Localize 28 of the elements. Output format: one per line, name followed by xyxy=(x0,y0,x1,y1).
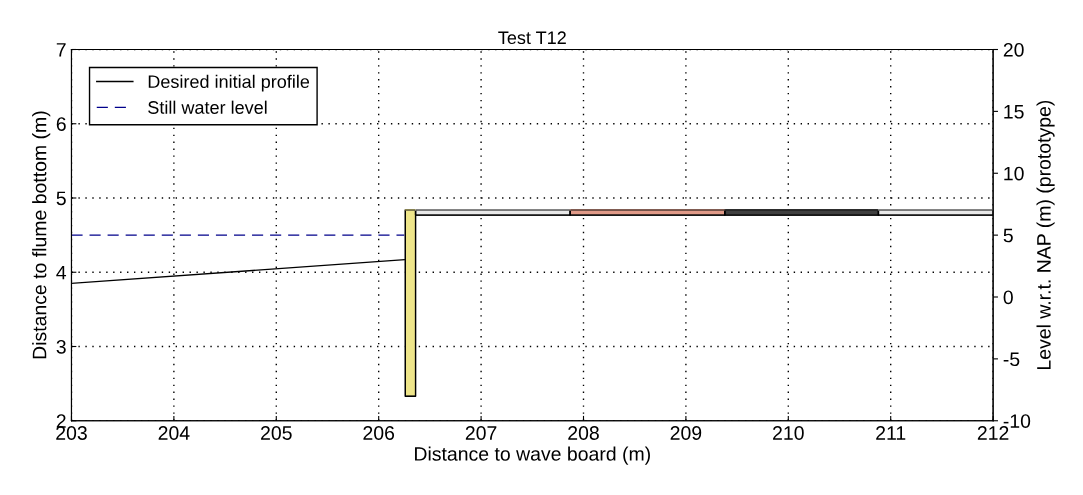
x-tick-label: 212 xyxy=(977,426,1009,440)
x-axis-title: Distance to wave board (m) xyxy=(415,446,650,465)
y-tick-label: 4 xyxy=(56,265,67,280)
x-tick-label: 211 xyxy=(876,426,906,440)
chart-title: Test T12 xyxy=(498,31,566,45)
x-tick-label: 204 xyxy=(158,426,190,440)
legend-label: Still water level xyxy=(148,100,267,114)
x-tick-label: 207 xyxy=(465,426,497,440)
y2-tick-label: -5 xyxy=(1003,352,1020,367)
x-tick-label: 209 xyxy=(670,426,702,440)
y-axis-title: Distance to flume bottom (m) xyxy=(32,111,51,359)
x-tick-label: 205 xyxy=(261,426,292,440)
y2-axis-title: Level w.r.t. NAP (m) (prototype) xyxy=(1036,100,1055,369)
y2-tick-label: 5 xyxy=(1003,228,1013,243)
y-tick-label: 6 xyxy=(56,117,66,131)
y2-tick-label: 10 xyxy=(1004,166,1024,181)
y2-tick-label: -10 xyxy=(1003,414,1031,428)
x-tick-label: 203 xyxy=(56,426,87,440)
y-tick-label: 7 xyxy=(56,43,66,57)
x-tick-label: 206 xyxy=(363,426,395,440)
x-tick-label: 208 xyxy=(568,426,599,440)
legend-label: Desired initial profile xyxy=(148,74,310,92)
y2-tick-label: 20 xyxy=(1003,42,1024,57)
y2-tick-label: 15 xyxy=(1004,105,1024,119)
x-tick-label: 210 xyxy=(773,426,804,440)
y-tick-label: 5 xyxy=(56,191,66,206)
y-tick-label: 3 xyxy=(56,339,66,354)
y2-tick-label: 0 xyxy=(1003,290,1013,305)
